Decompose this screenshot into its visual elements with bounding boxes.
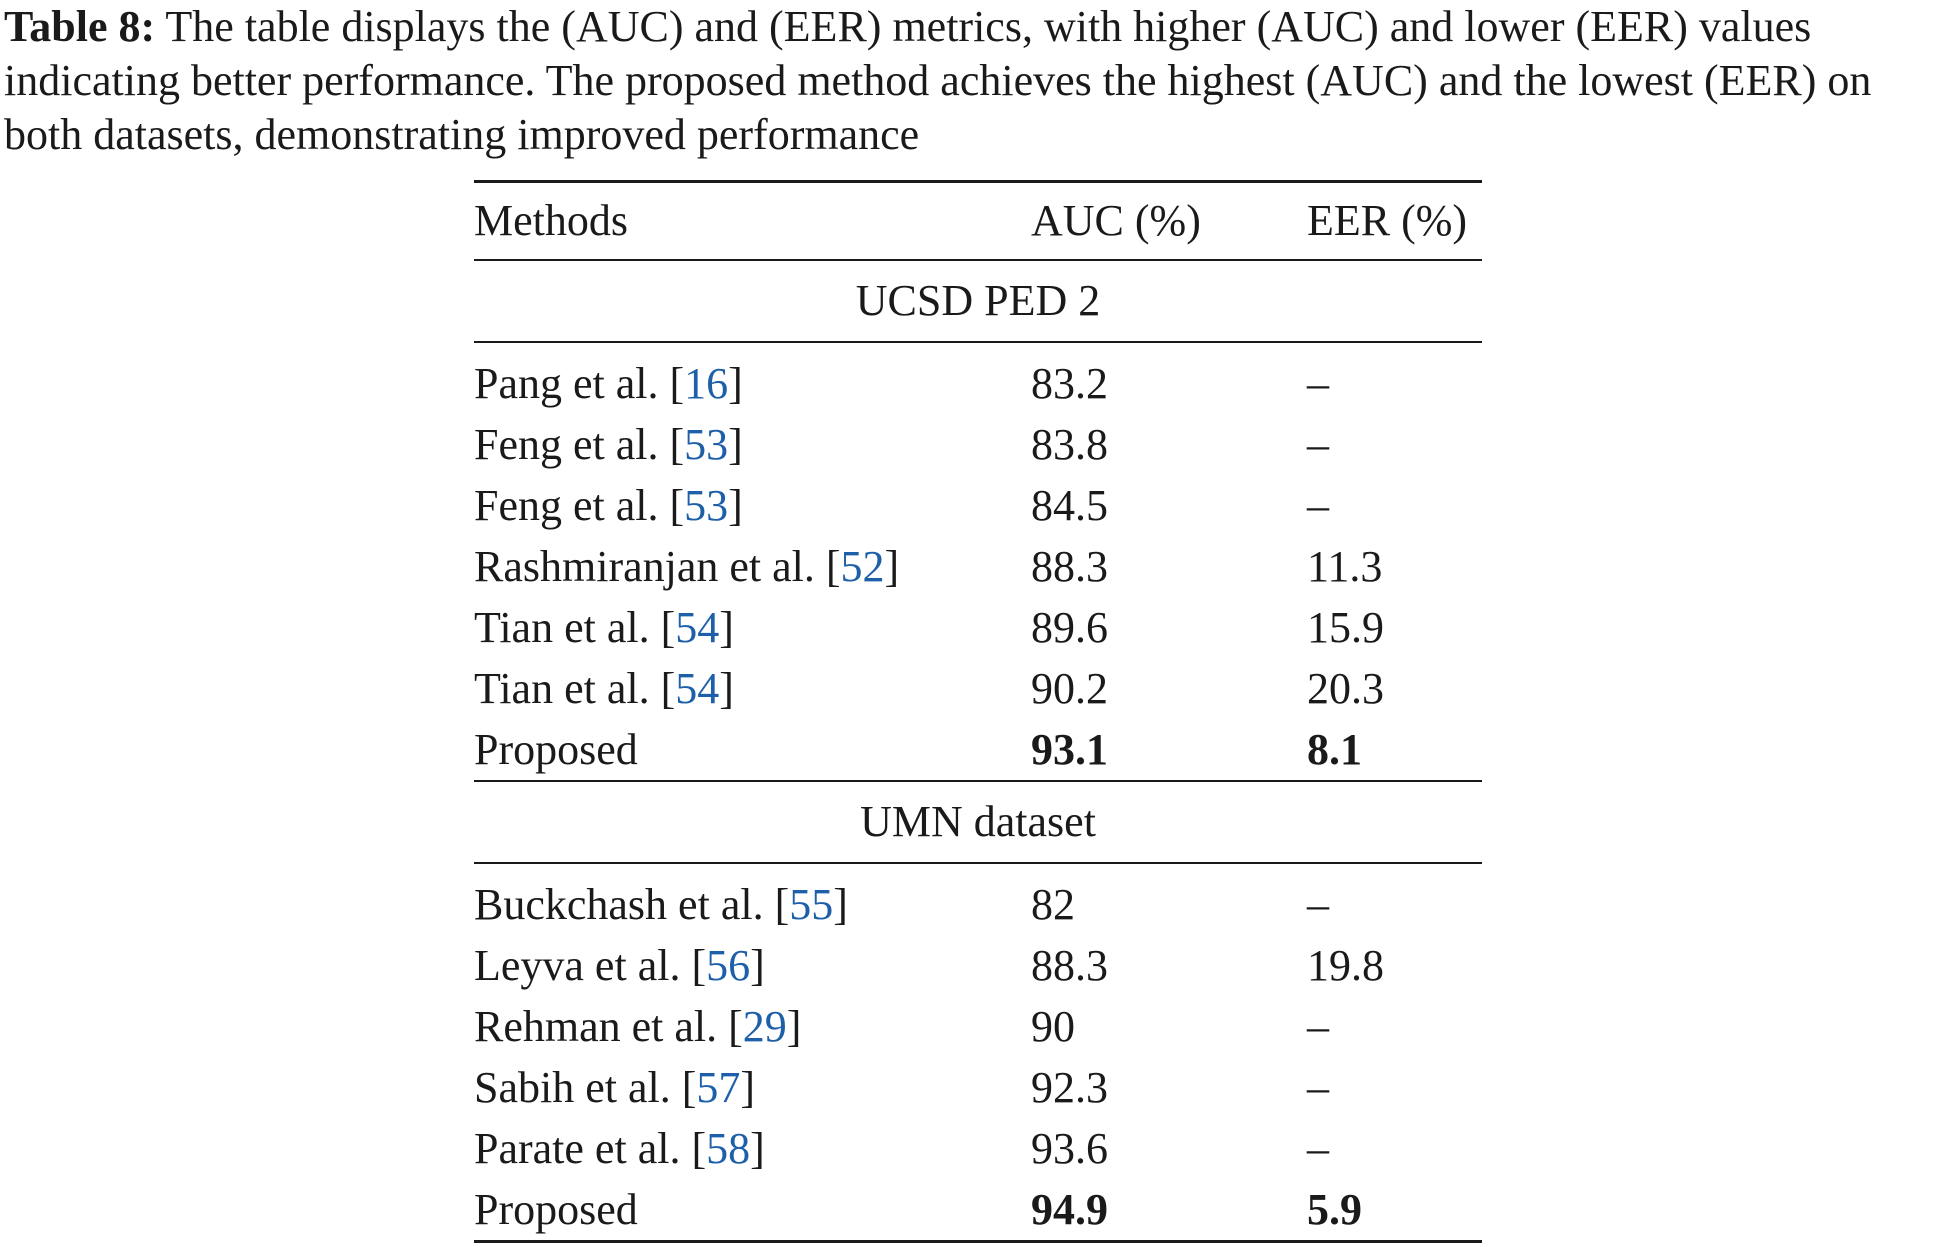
results-table: Methods AUC (%) EER (%) UCSD PED 2 Pang … [474, 180, 1482, 1243]
section-header-ucsd: UCSD PED 2 [474, 260, 1482, 342]
section-title: UCSD PED 2 [855, 276, 1101, 325]
eer-cell: 15.9 [1307, 603, 1384, 652]
table-row-proposed: Proposed 94.9 5.9 [474, 1179, 1482, 1243]
header-auc: AUC (%) [1031, 196, 1201, 245]
eer-cell: 19.8 [1307, 941, 1384, 990]
method-cell: Proposed [474, 725, 638, 774]
eer-cell: – [1307, 880, 1329, 929]
citation-link[interactable]: 52 [840, 542, 885, 591]
header-methods: Methods [474, 196, 628, 245]
method-cell: Rashmiranjan et al. [52] [474, 542, 900, 591]
caption-text: The table displays the (AUC) and (EER) m… [4, 2, 1872, 159]
table-caption: Table 8: The table displays the (AUC) an… [4, 0, 1950, 162]
citation-link[interactable]: 58 [706, 1124, 751, 1173]
auc-cell-best: 94.9 [1031, 1179, 1307, 1243]
auc-cell: 88.3 [1031, 941, 1108, 990]
auc-cell: 88.3 [1031, 542, 1108, 591]
auc-cell: 90 [1031, 1002, 1075, 1051]
table-row: Rashmiranjan et al. [52] 88.3 11.3 [474, 536, 1482, 597]
caption-label: Table 8: [4, 2, 156, 51]
table-row: Parate et al. [58] 93.6 – [474, 1118, 1482, 1179]
citation-link[interactable]: 54 [675, 664, 720, 713]
table-row: Leyva et al. [56] 88.3 19.8 [474, 935, 1482, 996]
method-cell: Sabih et al. [57] [474, 1063, 756, 1112]
eer-cell: – [1307, 481, 1329, 530]
method-cell: Feng et al. [53] [474, 420, 743, 469]
eer-cell-best: 8.1 [1307, 725, 1362, 774]
auc-cell: 90.2 [1031, 664, 1108, 713]
table-row: Feng et al. [53] 83.8 – [474, 414, 1482, 475]
auc-cell: 82 [1031, 880, 1075, 929]
header-eer: EER (%) [1307, 196, 1468, 245]
citation-link[interactable]: 53 [684, 420, 729, 469]
table-row: Pang et al. [16] 83.2 – [474, 342, 1482, 414]
eer-cell: 11.3 [1307, 542, 1383, 591]
method-cell: Feng et al. [53] [474, 481, 743, 530]
method-cell: Tian et al. [54] [474, 664, 734, 713]
section-header-umn: UMN dataset [474, 781, 1482, 863]
method-cell: Buckchash et al. [55] [474, 880, 848, 929]
method-cell: Tian et al. [54] [474, 603, 734, 652]
citation-link[interactable]: 53 [684, 481, 729, 530]
header-row: Methods AUC (%) EER (%) [474, 181, 1482, 261]
eer-cell: – [1307, 1063, 1329, 1112]
auc-cell: 83.2 [1031, 359, 1108, 408]
table-row: Sabih et al. [57] 92.3 – [474, 1057, 1482, 1118]
method-cell: Pang et al. [16] [474, 359, 743, 408]
citation-link[interactable]: 55 [789, 880, 834, 929]
method-cell: Rehman et al. [29] [474, 1002, 802, 1051]
citation-link[interactable]: 54 [675, 603, 720, 652]
auc-cell: 92.3 [1031, 1063, 1108, 1112]
eer-cell: – [1307, 359, 1329, 408]
method-cell: Proposed [474, 1179, 1031, 1243]
eer-cell: 20.3 [1307, 664, 1384, 713]
eer-cell-best: 5.9 [1307, 1179, 1482, 1243]
eer-cell: – [1307, 1002, 1329, 1051]
auc-cell-best: 93.1 [1031, 725, 1108, 774]
table-row-proposed: Proposed 93.1 8.1 [474, 719, 1482, 781]
table-row: Tian et al. [54] 90.2 20.3 [474, 658, 1482, 719]
method-cell: Parate et al. [58] [474, 1124, 765, 1173]
eer-cell: – [1307, 420, 1329, 469]
citation-link[interactable]: 57 [696, 1063, 741, 1112]
table-row: Rehman et al. [29] 90 – [474, 996, 1482, 1057]
auc-cell: 93.6 [1031, 1124, 1108, 1173]
eer-cell: – [1307, 1124, 1329, 1173]
section-title: UMN dataset [860, 797, 1096, 846]
citation-link[interactable]: 29 [742, 1002, 787, 1051]
table-row: Buckchash et al. [55] 82 – [474, 863, 1482, 935]
auc-cell: 83.8 [1031, 420, 1108, 469]
table-row: Feng et al. [53] 84.5 – [474, 475, 1482, 536]
citation-link[interactable]: 16 [684, 359, 729, 408]
method-cell: Leyva et al. [56] [474, 941, 765, 990]
citation-link[interactable]: 56 [706, 941, 751, 990]
table-row: Tian et al. [54] 89.6 15.9 [474, 597, 1482, 658]
auc-cell: 84.5 [1031, 481, 1108, 530]
auc-cell: 89.6 [1031, 603, 1108, 652]
